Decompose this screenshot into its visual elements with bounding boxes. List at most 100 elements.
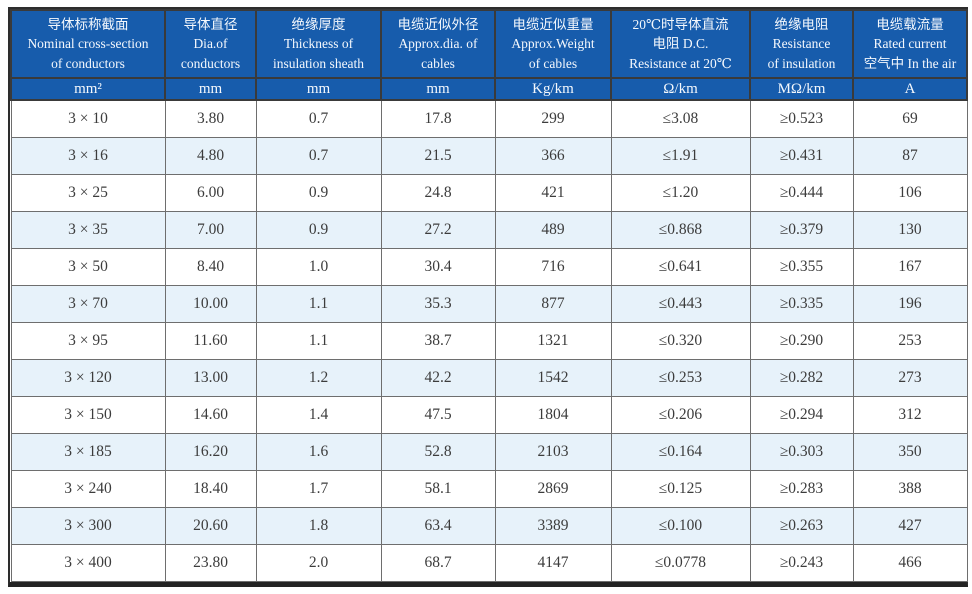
col-unit-approx-weight: Kg/km (494, 77, 612, 101)
cell-rated-current: 130 (852, 210, 968, 249)
table-body: 3 × 10 3.80 0.7 17.8 299 ≤3.08 ≥0.523 69 3 × 16 4… (10, 99, 968, 582)
cell-conductor-diameter: 20.60 (164, 506, 257, 545)
cell-nominal-cross-section: 3 × 185 (10, 432, 166, 471)
cell-rated-current: 427 (852, 506, 968, 545)
cell-rated-current: 350 (852, 432, 968, 471)
cell-conductor-diameter: 8.40 (164, 247, 257, 286)
cell-rated-current: 466 (852, 543, 968, 582)
cell-nominal-cross-section: 3 × 120 (10, 358, 166, 397)
cell-conductor-diameter: 11.60 (164, 321, 257, 360)
cell-approx-diameter: 52.8 (380, 432, 496, 471)
cell-nominal-cross-section: 3 × 35 (10, 210, 166, 249)
cell-approx-diameter: 24.8 (380, 173, 496, 212)
table-row: 3 × 185 16.20 1.6 52.8 2103 ≤0.164 ≥0.303 350 (10, 432, 968, 471)
table-row: 3 × 240 18.40 1.7 58.1 2869 ≤0.125 ≥0.283 388 (10, 469, 968, 508)
cell-insulation-thickness: 1.1 (255, 284, 382, 323)
cell-insulation-thickness: 0.7 (255, 99, 382, 138)
col-unit-rated-current: A (852, 77, 968, 101)
cell-dc-resistance: ≤1.20 (610, 173, 751, 212)
col-header-dc-resistance: 20℃时导体直流 电阻 D.C. Resistance at 20℃ (610, 9, 751, 79)
cell-nominal-cross-section: 3 × 240 (10, 469, 166, 508)
table-row: 3 × 10 3.80 0.7 17.8 299 ≤3.08 ≥0.523 69 (10, 99, 968, 138)
cell-conductor-diameter: 4.80 (164, 136, 257, 175)
cell-nominal-cross-section: 3 × 50 (10, 247, 166, 286)
header-row-names: 导体标称截面 Nominal cross-section of conductors… (10, 9, 968, 79)
cell-insulation-resistance: ≥0.282 (749, 358, 854, 397)
col-header-rated-current: 电缆载流量 Rated current 空气中 In the air (852, 9, 968, 79)
cell-approx-diameter: 38.7 (380, 321, 496, 360)
table-row: 3 × 300 20.60 1.8 63.4 3389 ≤0.100 ≥0.263 427 (10, 506, 968, 545)
cell-approx-weight: 1804 (494, 395, 612, 434)
cell-conductor-diameter: 13.00 (164, 358, 257, 397)
cell-rated-current: 196 (852, 284, 968, 323)
cell-approx-weight: 2103 (494, 432, 612, 471)
cell-conductor-diameter: 14.60 (164, 395, 257, 434)
cell-insulation-resistance: ≥0.294 (749, 395, 854, 434)
cell-approx-diameter: 63.4 (380, 506, 496, 545)
cell-nominal-cross-section: 3 × 95 (10, 321, 166, 360)
col-header-conductor-diameter: 导体直径 Dia.of conductors (164, 9, 257, 79)
cell-nominal-cross-section: 3 × 300 (10, 506, 166, 545)
table-row: 3 × 16 4.80 0.7 21.5 366 ≤1.91 ≥0.431 87 (10, 136, 968, 175)
cell-insulation-resistance: ≥0.290 (749, 321, 854, 360)
cell-insulation-thickness: 1.0 (255, 247, 382, 286)
cell-approx-weight: 1542 (494, 358, 612, 397)
cell-approx-weight: 366 (494, 136, 612, 175)
col-header-insulation-thickness: 绝缘厚度 Thickness of insulation sheath (255, 9, 382, 79)
cell-nominal-cross-section: 3 × 400 (10, 543, 166, 582)
cell-approx-weight: 716 (494, 247, 612, 286)
col-unit-approx-diameter: mm (380, 77, 496, 101)
cell-dc-resistance: ≤0.443 (610, 284, 751, 323)
cell-conductor-diameter: 6.00 (164, 173, 257, 212)
cell-approx-weight: 299 (494, 99, 612, 138)
cell-rated-current: 312 (852, 395, 968, 434)
cell-conductor-diameter: 23.80 (164, 543, 257, 582)
cable-spec-table-frame: 导体标称截面 Nominal cross-section of conductors… (8, 7, 968, 587)
col-header-approx-weight: 电缆近似重量 Approx.Weight of cables (494, 9, 612, 79)
cell-dc-resistance: ≤0.0778 (610, 543, 751, 582)
col-unit-conductor-diameter: mm (164, 77, 257, 101)
cell-insulation-resistance: ≥0.431 (749, 136, 854, 175)
cell-conductor-diameter: 3.80 (164, 99, 257, 138)
cell-dc-resistance: ≤0.320 (610, 321, 751, 360)
cell-insulation-thickness: 1.6 (255, 432, 382, 471)
cell-insulation-resistance: ≥0.523 (749, 99, 854, 138)
cell-approx-weight: 489 (494, 210, 612, 249)
cell-approx-diameter: 47.5 (380, 395, 496, 434)
table-header: 导体标称截面 Nominal cross-section of conductors… (10, 9, 968, 101)
cell-insulation-resistance: ≥0.355 (749, 247, 854, 286)
table-row: 3 × 25 6.00 0.9 24.8 421 ≤1.20 ≥0.444 106 (10, 173, 968, 212)
cell-dc-resistance: ≤0.253 (610, 358, 751, 397)
cell-insulation-thickness: 1.7 (255, 469, 382, 508)
cell-nominal-cross-section: 3 × 10 (10, 99, 166, 138)
cell-approx-diameter: 21.5 (380, 136, 496, 175)
col-header-approx-diameter: 电缆近似外径 Approx.dia. of cables (380, 9, 496, 79)
cell-approx-diameter: 42.2 (380, 358, 496, 397)
cell-approx-weight: 1321 (494, 321, 612, 360)
cell-insulation-thickness: 0.9 (255, 210, 382, 249)
cell-insulation-thickness: 0.9 (255, 173, 382, 212)
cell-nominal-cross-section: 3 × 150 (10, 395, 166, 434)
cell-approx-diameter: 27.2 (380, 210, 496, 249)
cell-insulation-resistance: ≥0.444 (749, 173, 854, 212)
cell-dc-resistance: ≤0.868 (610, 210, 751, 249)
cell-approx-diameter: 30.4 (380, 247, 496, 286)
cell-approx-weight: 4147 (494, 543, 612, 582)
cell-approx-diameter: 35.3 (380, 284, 496, 323)
cell-dc-resistance: ≤3.08 (610, 99, 751, 138)
cell-insulation-thickness: 0.7 (255, 136, 382, 175)
col-unit-insulation-resistance: MΩ/km (749, 77, 854, 101)
cell-insulation-thickness: 1.2 (255, 358, 382, 397)
table-row: 3 × 95 11.60 1.1 38.7 1321 ≤0.320 ≥0.290 253 (10, 321, 968, 360)
col-header-insulation-resistance: 绝缘电阻 Resistance of insulation (749, 9, 854, 79)
col-unit-dc-resistance: Ω/km (610, 77, 751, 101)
cell-nominal-cross-section: 3 × 16 (10, 136, 166, 175)
cell-approx-diameter: 68.7 (380, 543, 496, 582)
cell-rated-current: 388 (852, 469, 968, 508)
cell-insulation-thickness: 1.4 (255, 395, 382, 434)
table-row: 3 × 400 23.80 2.0 68.7 4147 ≤0.0778 ≥0.243 466 (10, 543, 968, 582)
cell-insulation-resistance: ≥0.263 (749, 506, 854, 545)
cell-dc-resistance: ≤0.164 (610, 432, 751, 471)
cell-approx-diameter: 17.8 (380, 99, 496, 138)
table-row: 3 × 50 8.40 1.0 30.4 716 ≤0.641 ≥0.355 167 (10, 247, 968, 286)
